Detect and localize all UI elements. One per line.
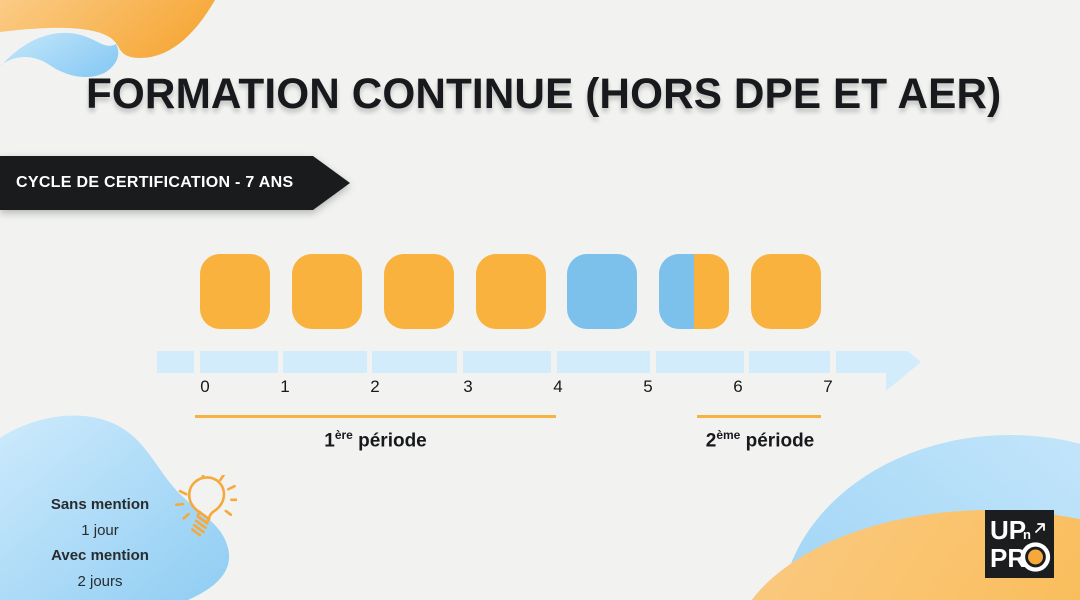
svg-text:n: n [1023, 527, 1031, 542]
svg-text:UP: UP [990, 515, 1026, 545]
